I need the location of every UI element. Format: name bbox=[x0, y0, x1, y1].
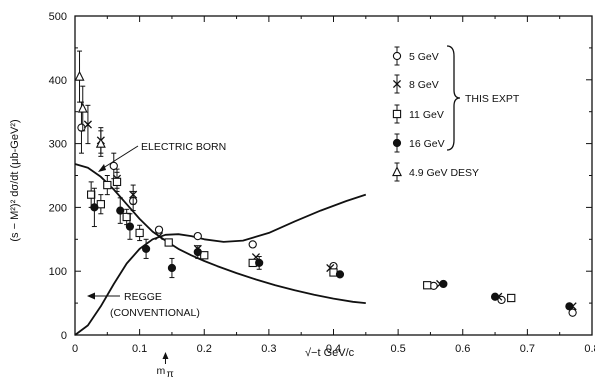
x-tick-label: 0.4 bbox=[326, 343, 341, 355]
point-11-gev bbox=[112, 177, 122, 187]
point-5-gev bbox=[154, 225, 164, 234]
x-axis-label: √−t GeV/c bbox=[305, 347, 355, 359]
x-tick-label: 0.1 bbox=[132, 343, 147, 355]
point-5-gev bbox=[193, 231, 202, 241]
point-4-9-gev-desy bbox=[74, 70, 85, 81]
y-tick-label: 500 bbox=[49, 11, 67, 23]
legend-marker bbox=[392, 51, 402, 61]
x-tick-label: 0 bbox=[72, 343, 78, 355]
x-tick-label: 0.7 bbox=[520, 343, 535, 355]
regge-conventional-label: (CONVENTIONAL) bbox=[110, 307, 200, 319]
data-points bbox=[74, 50, 577, 317]
regge-label: REGGE bbox=[124, 291, 162, 303]
point-11-gev bbox=[103, 180, 112, 190]
legend-label: 5 GeV bbox=[409, 51, 439, 63]
legend-marker bbox=[392, 79, 402, 89]
y-tick-label: 100 bbox=[49, 266, 67, 278]
point-11-gev bbox=[164, 238, 173, 247]
point-11-gev bbox=[122, 212, 131, 222]
point-4-9-gev-desy bbox=[77, 102, 88, 113]
x-tick-label: 0.5 bbox=[390, 343, 405, 355]
x-tick-label: 0.3 bbox=[261, 343, 276, 355]
point-16-gev bbox=[141, 244, 151, 253]
m-pi-subscript: π bbox=[166, 368, 173, 378]
legend-label: 8 GeV bbox=[409, 79, 439, 91]
point-16-gev bbox=[116, 206, 125, 215]
regge-arrowhead bbox=[87, 292, 95, 300]
legend-label: 11 GeV bbox=[409, 109, 444, 121]
annotations: ELECTRIC BORN REGGE (CONVENTIONAL) m π bbox=[87, 141, 226, 378]
point-11-gev bbox=[507, 293, 516, 303]
point-11-gev bbox=[200, 251, 209, 260]
y-axis-label: (s − M²)² dσ/dt (μb-GeV²) bbox=[9, 119, 21, 241]
point-11-gev bbox=[96, 200, 105, 209]
point-16-gev bbox=[193, 247, 202, 257]
point-8-gev bbox=[129, 190, 138, 199]
point-16-gev bbox=[125, 222, 135, 231]
point-16-gev bbox=[90, 203, 99, 212]
point-16-gev bbox=[490, 292, 500, 301]
m-pi-label: m bbox=[156, 365, 165, 377]
point-16-gev bbox=[565, 302, 574, 311]
electric-born-arrowhead bbox=[98, 164, 106, 172]
legend-marker bbox=[392, 109, 402, 119]
x-tick-label: 0.2 bbox=[197, 343, 212, 355]
point-16-gev bbox=[167, 263, 177, 273]
legend-label: 16 GeV bbox=[409, 138, 445, 150]
x-tick-label: 0.6 bbox=[455, 343, 470, 355]
this-expt-label: THIS EXPT bbox=[465, 93, 520, 105]
y-tick-label: 300 bbox=[49, 139, 67, 151]
point-16-gev bbox=[335, 270, 345, 279]
x-tick-label: 0.8 bbox=[584, 343, 595, 355]
point-16-gev bbox=[439, 279, 448, 289]
axes: 0 0.1 0.2 0.3 0.4 0.5 0.6 0.7 0.8 0 100 200 300 400 50… bbox=[9, 11, 595, 359]
point-8-gev bbox=[154, 232, 164, 241]
point-11-gev bbox=[423, 281, 432, 290]
legend: 5 GeV 8 GeV 11 GeV 16 GeV 4.9 GeV DESY THIS E… bbox=[392, 45, 520, 182]
legend-label: 4.9 GeV DESY bbox=[409, 167, 479, 179]
electric-born-pointer bbox=[99, 145, 139, 171]
point-5-gev bbox=[568, 308, 577, 317]
point-5-gev bbox=[109, 161, 118, 171]
legend-bracket bbox=[446, 45, 461, 151]
y-tick-label: 0 bbox=[61, 330, 67, 342]
regge-curve bbox=[74, 193, 367, 336]
point-8-gev bbox=[83, 120, 92, 129]
y-tick-label: 400 bbox=[49, 75, 67, 87]
point-11-gev bbox=[87, 190, 96, 199]
point-5-gev bbox=[248, 240, 257, 249]
legend-marker bbox=[392, 138, 402, 148]
legend-marker bbox=[392, 166, 402, 177]
m-pi-arrowhead bbox=[162, 352, 169, 359]
electric-born-label: ELECTRIC BORN bbox=[141, 141, 226, 153]
plot-frame bbox=[74, 15, 593, 336]
point-16-gev bbox=[255, 258, 264, 268]
y-tick-label: 200 bbox=[49, 202, 67, 214]
point-4-9-gev-desy bbox=[95, 137, 106, 148]
point-11-gev bbox=[135, 228, 144, 238]
